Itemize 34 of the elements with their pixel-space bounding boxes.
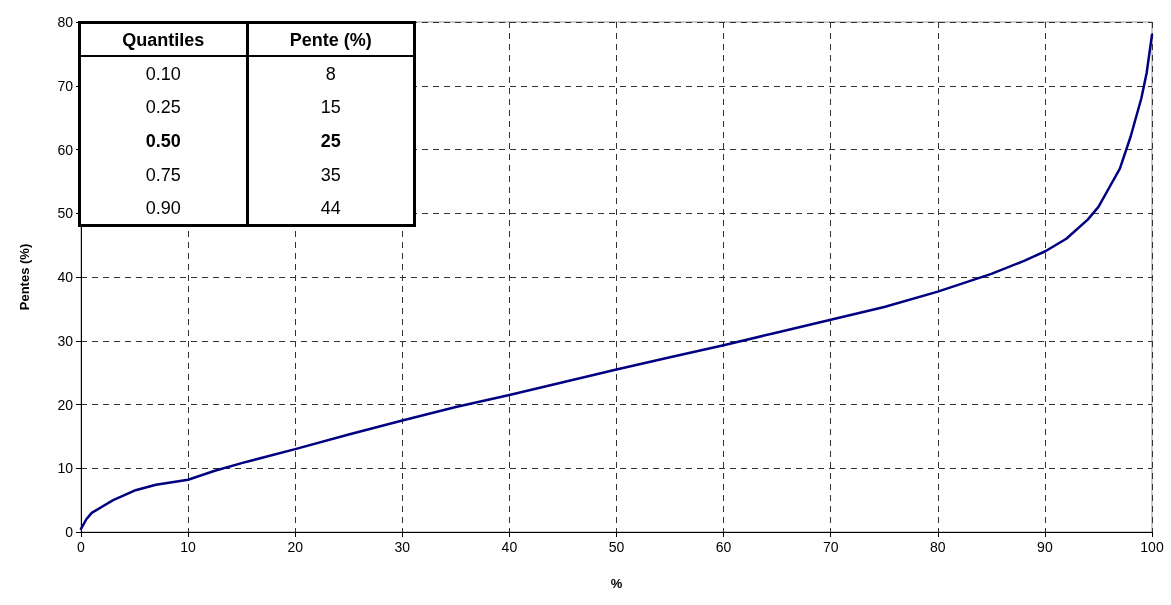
annotation: 8: [324, 62, 337, 86]
annotation: 0.25: [79, 90, 247, 124]
annotation: 0.50: [79, 123, 247, 158]
y-tick-label: 60: [57, 141, 74, 158]
annotation: 25: [319, 129, 342, 153]
x-tick-label: 100: [1140, 539, 1164, 555]
x-tick-label: 30: [394, 539, 411, 555]
y-tick-label: 50: [57, 205, 74, 222]
annotation: Quantiles: [79, 22, 247, 57]
annotation: 44: [319, 196, 342, 220]
annotation: 0.10: [79, 56, 247, 91]
x-axis-title: %: [610, 576, 623, 591]
x-tick-label: 40: [501, 539, 518, 555]
x-tick-label: 0: [77, 539, 86, 555]
x-tick-label: 70: [822, 539, 839, 555]
annotation: 15: [319, 96, 342, 120]
x-tick-label: 10: [180, 539, 197, 555]
x-tick-label: 90: [1037, 539, 1053, 555]
y-tick-label: 80: [57, 14, 74, 30]
x-tick-label: 80: [930, 539, 946, 555]
annotation: 35: [319, 163, 342, 187]
x-tick-label: 50: [608, 539, 625, 555]
y-tick-label: 30: [57, 332, 74, 349]
y-tick-label: 10: [57, 460, 74, 477]
annotation: 0.90: [79, 191, 247, 226]
annotation: 0.75: [79, 157, 247, 192]
y-tick-label: 0: [65, 524, 74, 540]
y-tick-label: 70: [57, 77, 74, 94]
y-tick-label: 40: [57, 269, 74, 285]
annotation: Pente (%): [288, 28, 373, 52]
y-axis-title: Pentes (%): [17, 243, 32, 311]
y-tick-label: 20: [57, 396, 74, 413]
x-tick-label: 20: [287, 539, 304, 555]
x-tick-label: 60: [715, 539, 732, 555]
